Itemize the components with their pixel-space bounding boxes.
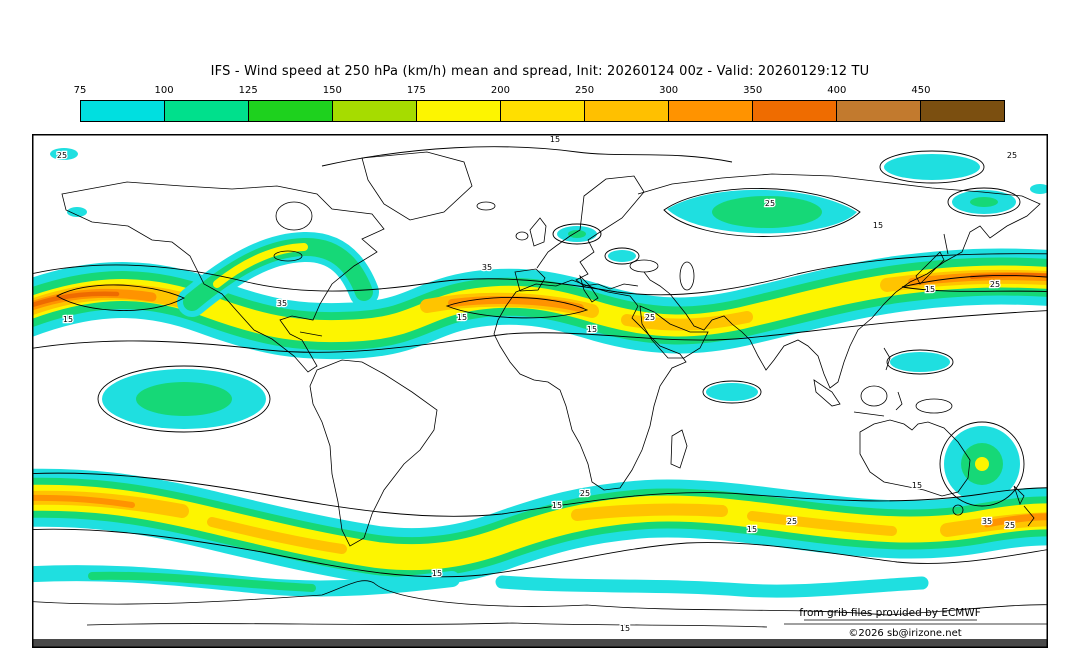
contour-labels: 25 15 25 25 15 35 35 15 15 15 25 15 25 2…: [56, 134, 1019, 635]
contour-label: 25: [787, 517, 797, 526]
contour-label: 15: [873, 221, 883, 230]
coastlines: [21, 151, 1059, 628]
colorbar-ticks: 75 100 125 150 175 200 250 300 350 400 450: [74, 85, 1005, 98]
colorbar: 75 100 125 150 175 200 250 300 350 400 450: [74, 85, 1005, 122]
colorbar-bar: [80, 100, 1005, 122]
contour-label: 25: [765, 199, 775, 208]
copyright-text: ©2026 sb@irizone.net: [848, 628, 961, 639]
world-wind-map: 25 15 25 25 15 35 35 15 15 15 25 15 25 2…: [0, 134, 1080, 648]
contour-label: 35: [277, 299, 287, 308]
colorbar-segment: [668, 101, 752, 121]
jet-shading: [0, 148, 1080, 598]
contour-label: 15: [63, 315, 73, 324]
credit-text: from grib files provided by ECMWF: [799, 607, 981, 619]
colorbar-tick: 250: [574, 85, 595, 96]
contour-label: 15: [552, 501, 562, 510]
contour-label: 35: [482, 263, 492, 272]
colorbar-tick: 100: [154, 85, 174, 96]
map-container: 25 15 25 25 15 35 35 15 15 15 25 15 25 2…: [0, 134, 1080, 648]
colorbar-segment: [164, 101, 248, 121]
chart-title: IFS - Wind speed at 250 hPa (km/h) mean …: [210, 64, 870, 79]
contour-label: 25: [1005, 521, 1015, 530]
colorbar-segment: [248, 101, 332, 121]
colorbar-tick: 200: [490, 85, 510, 96]
contour-label: 25: [645, 313, 655, 322]
colorbar-segment: [500, 101, 584, 121]
colorbar-tick: 75: [73, 85, 87, 96]
contour-label: 15: [747, 525, 757, 534]
colorbar-tick: 150: [322, 85, 342, 96]
contour-label: 35: [982, 517, 992, 526]
colorbar-tick: 300: [659, 85, 679, 96]
contour-label: 15: [587, 325, 597, 334]
colorbar-segment: [752, 101, 836, 121]
colorbar-segment: [81, 101, 164, 121]
contour-label: 25: [990, 280, 1000, 289]
colorbar-tick: 125: [238, 85, 258, 96]
map-footer: from grib files provided by ECMWF ©2026 …: [784, 607, 1047, 639]
colorbar-tick: 450: [911, 85, 931, 96]
map-border: [32, 134, 1048, 648]
contour-label: 25: [580, 489, 590, 498]
contour-label: 15: [925, 285, 935, 294]
colorbar-segment: [836, 101, 920, 121]
contour-label: 15: [550, 135, 560, 144]
contour-label: 15: [432, 569, 442, 578]
colorbar-segment: [332, 101, 416, 121]
colorbar-segment: [920, 101, 1004, 121]
colorbar-tick: 400: [827, 85, 847, 96]
contour-label: 15: [912, 481, 922, 490]
colorbar-segment: [416, 101, 500, 121]
colorbar-segment: [584, 101, 668, 121]
contour-lines: [21, 146, 1059, 578]
map-bottom-strip: [32, 639, 1048, 648]
contour-label: 25: [57, 151, 67, 160]
colorbar-tick: 350: [743, 85, 763, 96]
contour-label: 25: [1007, 151, 1017, 160]
contour-label: 15: [457, 313, 467, 322]
contour-label: 15: [620, 624, 630, 633]
colorbar-tick: 175: [406, 85, 426, 96]
